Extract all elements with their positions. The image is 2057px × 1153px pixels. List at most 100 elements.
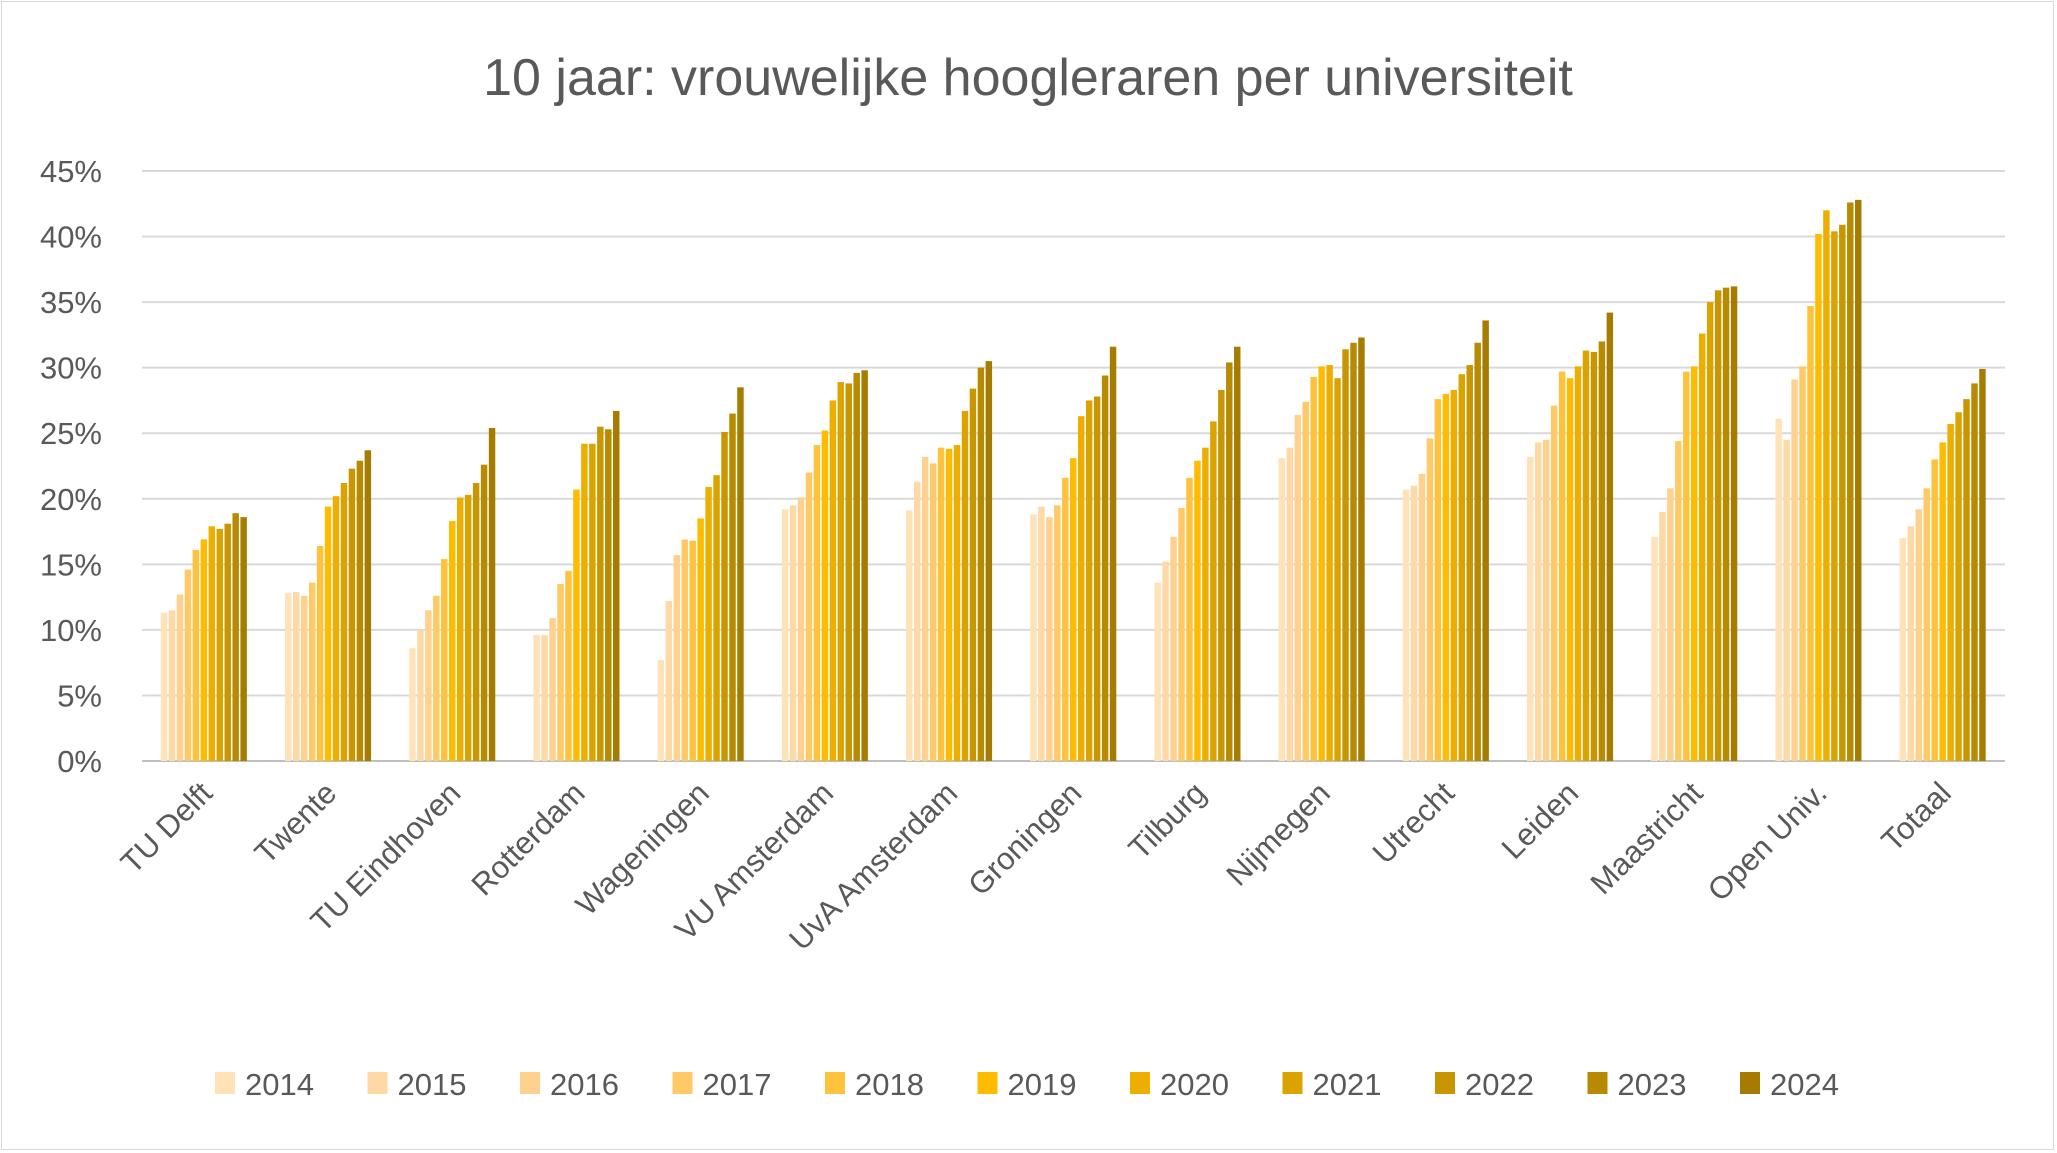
bar-2016 xyxy=(921,456,929,761)
bar-2020 xyxy=(1947,424,1954,761)
bar-2017 xyxy=(929,463,937,761)
bar-2020 xyxy=(1574,366,1582,761)
legend-swatch-2024 xyxy=(1740,1072,1760,1094)
legend-label: 2024 xyxy=(1770,1067,1839,1102)
legend-label: 2020 xyxy=(1160,1067,1229,1102)
bar-2018 xyxy=(813,445,821,761)
x-tick-label: Totaal xyxy=(1875,775,1958,858)
bar-2024 xyxy=(1482,320,1489,761)
bar-2019 xyxy=(1442,393,1450,761)
bar-2024 xyxy=(240,517,247,761)
bar-2015 xyxy=(1286,447,1294,761)
x-tick-label: Groningen xyxy=(961,775,1088,902)
bar-2024 xyxy=(1855,199,1862,761)
bar-2020 xyxy=(829,400,837,761)
bar-2024 xyxy=(1109,346,1117,761)
bar-2020 xyxy=(1823,210,1830,762)
bar-2020 xyxy=(332,496,340,761)
bar-2020 xyxy=(1077,416,1085,761)
bar-2023 xyxy=(853,372,860,761)
bar-2021 xyxy=(1334,378,1341,761)
bar-2024 xyxy=(861,370,868,761)
legend-swatch-2023 xyxy=(1587,1072,1608,1094)
bar-2019 xyxy=(449,521,456,761)
legend-swatch-2022 xyxy=(1435,1072,1455,1094)
legend-label: 2023 xyxy=(1618,1067,1687,1102)
y-tick-label: 40% xyxy=(40,220,102,255)
bar-2018 xyxy=(1310,376,1317,761)
bar-2023 xyxy=(1350,342,1357,761)
bar-2024 xyxy=(488,427,496,761)
bar-2018 xyxy=(1186,477,1193,761)
bar-2015 xyxy=(292,591,300,761)
legend-swatch-2021 xyxy=(1282,1072,1303,1094)
bar-2023 xyxy=(1971,383,1978,761)
bar-2018 xyxy=(1683,371,1690,761)
bar-2015 xyxy=(1907,526,1915,761)
x-tick-label: TU Delft xyxy=(114,775,219,880)
bar-2023 xyxy=(1722,287,1730,761)
x-tick-label: Nijmegen xyxy=(1220,775,1337,892)
bar-2021 xyxy=(1210,421,1217,761)
bar-2024 xyxy=(1606,312,1614,761)
y-tick-label: 0% xyxy=(57,744,102,779)
bar-2016 xyxy=(1170,536,1177,761)
y-tick-label: 35% xyxy=(40,285,102,320)
bar-2016 xyxy=(673,555,680,761)
bar-2016 xyxy=(549,618,556,761)
bar-2015 xyxy=(541,635,548,761)
bar-2016 xyxy=(797,497,805,761)
bar-2022 xyxy=(597,426,604,761)
bar-2016 xyxy=(1542,439,1550,761)
bar-2017 xyxy=(1550,405,1558,761)
bar-2022 xyxy=(1963,399,1970,761)
bar-2022 xyxy=(1342,349,1349,761)
bar-2022 xyxy=(1218,389,1225,761)
bar-2022 xyxy=(1590,351,1598,761)
bar-2021 xyxy=(961,410,969,761)
legend-swatch-2017 xyxy=(672,1072,693,1094)
x-tick-label: Maastricht xyxy=(1584,775,1710,901)
bars xyxy=(160,199,1986,762)
bar-2021 xyxy=(1706,302,1714,761)
bar-2018 xyxy=(1558,371,1566,761)
bar-2019 xyxy=(1815,233,1822,761)
bar-2018 xyxy=(1807,306,1814,761)
bar-2014 xyxy=(1899,538,1907,761)
bar-2017 xyxy=(1302,401,1309,761)
bar-2015 xyxy=(1038,506,1045,761)
bar-2021 xyxy=(1955,412,1962,761)
bar-2015 xyxy=(1410,485,1418,761)
legend-swatch-2015 xyxy=(367,1072,388,1094)
y-tick-label: 15% xyxy=(40,547,102,582)
bar-2018 xyxy=(192,549,200,761)
bar-2024 xyxy=(1730,286,1738,761)
bar-2018 xyxy=(1062,477,1069,761)
legend-label: 2016 xyxy=(550,1067,619,1102)
bar-2014 xyxy=(906,510,913,761)
bar-2015 xyxy=(1783,439,1790,761)
bar-2014 xyxy=(1154,582,1161,761)
bar-2020 xyxy=(1326,365,1333,761)
bar-2020 xyxy=(1450,389,1458,761)
bar-2014 xyxy=(533,635,540,761)
bar-2021 xyxy=(464,494,472,761)
bar-2024 xyxy=(1358,337,1365,761)
bar-2022 xyxy=(845,383,852,761)
bar-2022 xyxy=(1714,290,1722,761)
bar-2023 xyxy=(1226,362,1233,761)
bar-2014 xyxy=(285,593,292,761)
bar-2014 xyxy=(1651,536,1658,761)
legend-label: 2015 xyxy=(398,1067,467,1102)
bar-2020 xyxy=(953,445,961,761)
legend-swatch-2018 xyxy=(825,1072,845,1094)
legend-swatch-2014 xyxy=(215,1072,235,1094)
x-tick-label: Utrecht xyxy=(1366,775,1462,871)
y-tick-label: 5% xyxy=(57,678,102,713)
bar-2016 xyxy=(1294,414,1301,761)
bar-2023 xyxy=(977,367,985,761)
bar-2022 xyxy=(721,431,728,761)
y-tick-label: 45% xyxy=(40,154,102,189)
bar-2022 xyxy=(224,523,231,761)
